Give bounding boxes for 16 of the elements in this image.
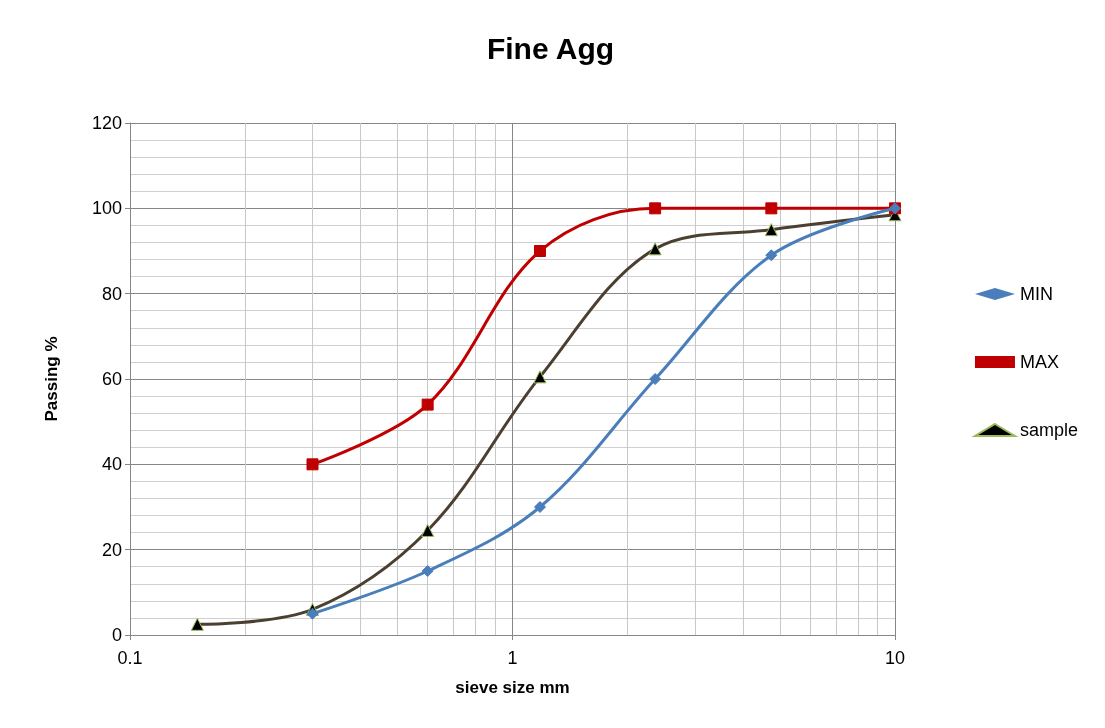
legend-label: sample: [1019, 420, 1079, 440]
y-tick-label: 60: [101, 369, 122, 389]
y-tick-label: 0: [111, 625, 122, 645]
y-axis-title: Passing %: [42, 336, 61, 422]
x-tick-label: 1: [507, 648, 518, 668]
chart-title: Fine Agg: [486, 31, 615, 65]
y-tick-label: 120: [91, 113, 122, 133]
x-axis-title: sieve size mm: [455, 678, 570, 697]
x-tick-label: 0.1: [117, 648, 143, 668]
legend-label: MIN: [1019, 284, 1053, 304]
y-tick-label: 80: [101, 283, 122, 304]
y-tick-label: 100: [91, 198, 122, 219]
y-tick-label: 20: [101, 539, 122, 560]
y-tick-label: 40: [101, 454, 122, 475]
x-tick-label: 10: [884, 648, 906, 668]
legend-label: MAX: [1019, 352, 1059, 372]
